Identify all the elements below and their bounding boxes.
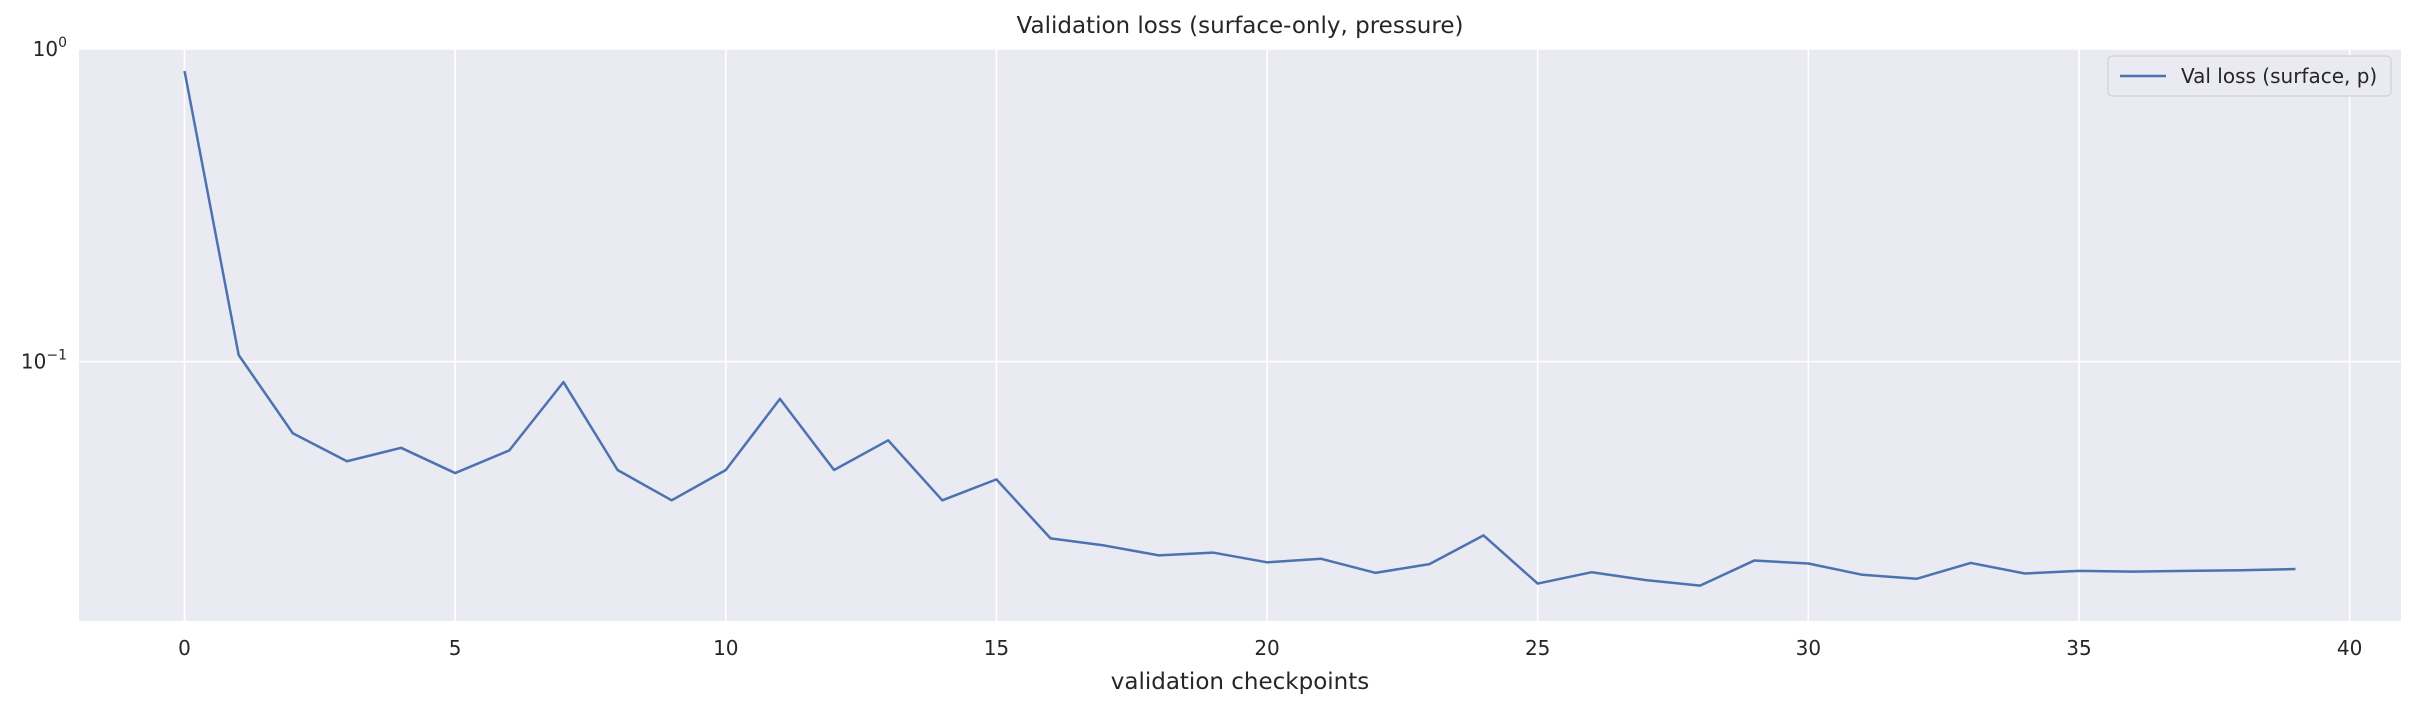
grid-lines: [79, 48, 2401, 621]
x-tick-label: 0: [178, 636, 191, 660]
x-tick-label: 40: [2337, 636, 2362, 660]
x-tick-labels: 0 5 10 15 20 25 30 35 40: [178, 636, 2362, 660]
series-line: [183, 70, 2296, 587]
y-tick-labels: 100 10−1: [21, 35, 67, 374]
x-tick-label: 25: [1525, 636, 1550, 660]
y-tick-label: 100: [33, 35, 67, 61]
chart-title: Validation loss (surface-only, pressure): [1017, 13, 1464, 39]
x-tick-label: 20: [1254, 636, 1279, 660]
x-tick-label: 35: [2066, 636, 2091, 660]
x-tick-label: 10: [713, 636, 738, 660]
x-tick-label: 15: [984, 636, 1009, 660]
y-tick-label: 10−1: [21, 348, 67, 374]
legend: Val loss (surface, p): [2107, 55, 2392, 97]
legend-entry-label: Val loss (surface, p): [2181, 64, 2377, 88]
legend-box: [2107, 55, 2392, 97]
x-tick-label: 30: [1796, 636, 1821, 660]
x-axis-label: validation checkpoints: [1111, 669, 1370, 695]
series-layer: [183, 70, 2296, 587]
x-tick-label: 5: [449, 636, 462, 660]
plot-area: [79, 49, 2401, 621]
